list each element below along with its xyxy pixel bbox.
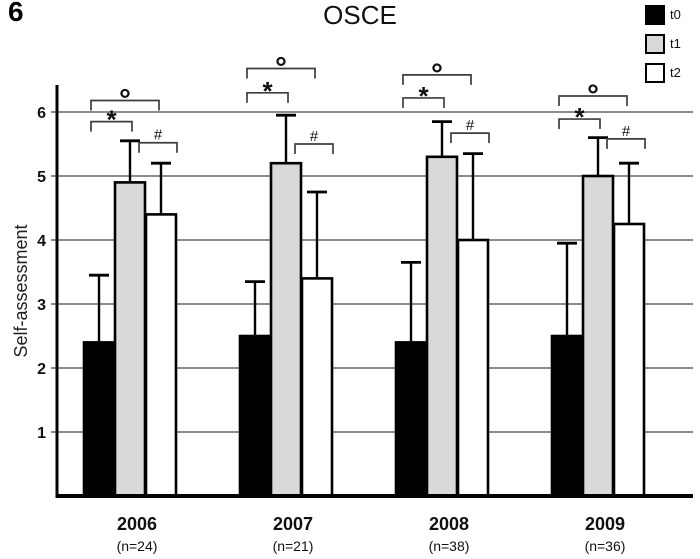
bar-2006-t2 <box>144 213 178 498</box>
significance-symbol-2008-ring: ° <box>431 58 443 91</box>
x-tick-label-2008: 2008 <box>429 514 469 534</box>
legend-item-t2: t2 <box>645 62 681 83</box>
bar-2006-t0 <box>82 341 116 498</box>
bar-2007-t0 <box>238 334 272 498</box>
x-tick-sublabel-2008: (n=38) <box>429 538 470 554</box>
y-tick-label-3: 3 <box>37 297 46 314</box>
significance-bracket-2009-t1-t2 <box>606 138 646 149</box>
legend: t0 t1 t2 <box>645 4 681 91</box>
significance-bracket-2008-t0-t2 <box>402 74 472 85</box>
bar-2007-t2 <box>300 277 334 498</box>
significance-bracket-2006-t1-t2 <box>138 141 178 153</box>
significance-symbol-2009-hash: # <box>622 123 631 140</box>
y-tick-label-5: 5 <box>37 169 46 186</box>
legend-item-t0: t0 <box>645 4 681 25</box>
x-tick-label-2007: 2007 <box>273 514 313 534</box>
significance-symbol-2007-ring: ° <box>275 51 287 84</box>
bar-2009-t0 <box>550 334 584 498</box>
bar-2008-t0 <box>394 341 428 498</box>
x-tick-sublabel-2007: (n=21) <box>273 538 314 554</box>
y-tick-label-1: 1 <box>37 425 46 442</box>
chart-title: OSCE <box>323 0 397 30</box>
figure-number: 6 <box>8 0 24 27</box>
bar-2006-t1 <box>113 181 147 498</box>
significance-bracket-2008-t1-t2 <box>450 132 490 144</box>
legend-label-t0: t0 <box>670 7 681 22</box>
legend-swatch-t2 <box>645 62 665 83</box>
x-tick-sublabel-2009: (n=36) <box>585 538 626 554</box>
significance-bracket-2006-t0-t2 <box>90 99 160 111</box>
legend-item-t1: t1 <box>645 33 681 54</box>
significance-bracket-2007-t0-t1 <box>246 91 289 103</box>
x-tick-sublabel-2006: (n=24) <box>117 538 158 554</box>
bar-2008-t1 <box>425 155 459 498</box>
significance-symbol-2009-asterisk: * <box>574 102 585 132</box>
y-tick-label-2: 2 <box>37 361 46 378</box>
legend-label-t1: t1 <box>670 36 681 51</box>
significance-bracket-2006-t0-t1 <box>90 120 133 132</box>
significance-symbol-2009-ring: ° <box>587 79 599 112</box>
significance-symbol-2008-hash: # <box>466 117 475 134</box>
significance-symbol-2007-hash: # <box>310 128 319 145</box>
significance-bracket-2007-t0-t2 <box>246 67 316 79</box>
significance-symbol-2006-hash: # <box>154 127 163 144</box>
bar-2009-t2 <box>612 222 646 498</box>
significance-symbol-2007-asterisk: * <box>262 76 273 106</box>
legend-swatch-t1 <box>645 33 665 54</box>
legend-label-t2: t2 <box>670 65 681 80</box>
legend-swatch-t0 <box>645 4 665 25</box>
y-tick-label-6: 6 <box>37 105 46 122</box>
significance-bracket-2007-t1-t2 <box>294 143 334 154</box>
bar-2008-t2 <box>456 238 490 498</box>
bar-2007-t1 <box>269 161 303 498</box>
bar-2009-t1 <box>581 174 615 498</box>
significance-bracket-2008-t0-t1 <box>402 97 445 108</box>
significance-bracket-2009-t0-t1 <box>558 118 601 130</box>
x-tick-label-2009: 2009 <box>585 514 625 534</box>
significance-symbol-2008-asterisk: * <box>418 81 429 111</box>
significance-symbol-2006-asterisk: * <box>106 105 117 135</box>
x-tick-label-2006: 2006 <box>117 514 157 534</box>
y-tick-label-4: 4 <box>37 233 46 250</box>
significance-symbol-2006-ring: ° <box>119 83 131 116</box>
significance-bracket-2009-t0-t2 <box>558 95 628 106</box>
